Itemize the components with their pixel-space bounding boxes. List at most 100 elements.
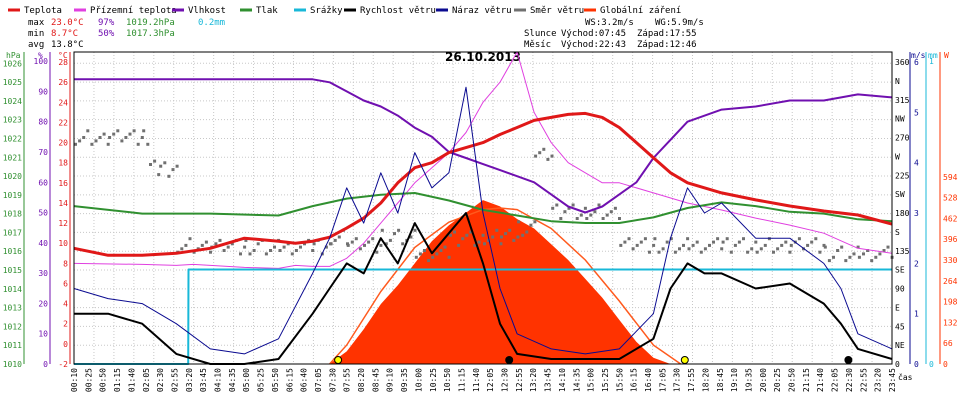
info-sun-rise: Východ:07:45 (561, 29, 626, 39)
wind-direction-point (483, 242, 486, 246)
rain-tick-label: 0 (929, 360, 934, 369)
wind-direction-point (153, 159, 157, 163)
pressure-tick-label: 1011 (3, 341, 22, 350)
wind-direction-point (367, 240, 371, 244)
wind-direction-point (269, 249, 272, 252)
wind-direction-point (290, 252, 294, 256)
wind-direction-point (648, 250, 651, 254)
sun-moon-marker (680, 356, 689, 364)
wind-direction-point (312, 242, 316, 246)
direction-tick-label: 315 (895, 96, 910, 105)
wind-direction-point (363, 243, 366, 247)
wind-direction-point (175, 164, 179, 168)
info-moon-rise: Východ:22:43 (561, 40, 626, 50)
radiation-area (329, 200, 671, 364)
stats-avg-temp: 13.8°C (51, 40, 84, 50)
wind-direction-point (204, 240, 208, 244)
x-tick-label: 23:20 (874, 368, 883, 392)
x-tick-label: 13:45 (544, 368, 553, 392)
wind-direction-point (188, 237, 192, 241)
wind-direction-point (754, 240, 758, 244)
wind-direction-point (74, 142, 77, 146)
rain-tick-label: 1 (929, 57, 934, 66)
plot-frame (73, 51, 893, 365)
humidity-tick-label: 80 (38, 118, 48, 127)
wind-direction-point (729, 250, 733, 254)
wind-direction-point (350, 240, 354, 244)
radiation-tick-label: 594 (943, 173, 958, 182)
wind-direction-point (691, 243, 695, 247)
pressure-line (73, 192, 893, 224)
temperature-line (73, 111, 893, 257)
wind-direction-point (822, 243, 826, 247)
wind-direction-point (98, 136, 102, 139)
wind-direction-point (639, 240, 643, 244)
wind-direction-point (218, 238, 222, 242)
wind-direction-point (427, 259, 431, 263)
x-tick-label: 17:05 (658, 368, 667, 392)
pressure-axis-unit: hPa (6, 51, 21, 60)
humidity-tick-label: 0 (43, 360, 48, 369)
x-tick-label: 10:00 (414, 368, 423, 392)
wind-direction-point (401, 242, 405, 246)
wind-direction-point (384, 242, 388, 246)
direction-tick-label: E (895, 303, 900, 312)
wind-direction-point (627, 237, 631, 241)
wind-direction-point (559, 217, 563, 220)
wind-direction-point (814, 237, 818, 241)
temperature-tick-label: 12 (58, 219, 68, 228)
wind-direction-point (579, 213, 583, 217)
wind-direction-point (593, 210, 597, 214)
pressure-tick-label: 1020 (3, 172, 22, 181)
x-tick-label: 22:55 (859, 368, 868, 392)
x-ticks: 00:10 00:25 00:50 01:15 01:40 02:05 02:30 02:55… (70, 368, 897, 392)
wind-direction-point (192, 250, 196, 254)
wind-direction-point (789, 243, 793, 247)
wind-direction-point (461, 237, 465, 241)
pressure-tick-label: 1016 (3, 247, 22, 256)
wind-direction-point (409, 235, 413, 239)
humidity-line (74, 78, 893, 214)
wind-direction-point (163, 161, 167, 165)
direction-tick-label: W (895, 152, 900, 161)
x-tick-label: 14:35 (572, 368, 581, 392)
temperature-axis-unit: °C (58, 51, 68, 60)
wind-direction-point (759, 247, 763, 251)
x-tick-label: 01:15 (113, 368, 122, 392)
temperature-tick-label: 22 (58, 118, 68, 127)
wind-direction-point (120, 139, 124, 143)
wind-direction-point (886, 245, 890, 249)
wind-direction-point (601, 217, 605, 220)
temperature-tick-label: 10 (58, 239, 68, 248)
wind-direction-point (226, 245, 230, 249)
wind-direction-point (146, 142, 150, 146)
x-tick-label: 21:15 (802, 368, 811, 392)
wind-direction-point (106, 142, 110, 146)
radiation-tick-label: 462 (943, 214, 958, 223)
x-tick-label: 00:10 (70, 368, 79, 392)
x-tick-label: 14:10 (558, 368, 567, 392)
pressure-tick-label: 1014 (3, 285, 22, 294)
wind-direction-point (457, 243, 461, 247)
temperature-tick-label: 14 (58, 199, 68, 208)
wind-direction-point (167, 174, 171, 178)
wind-direction-point (90, 142, 94, 146)
wind-direction-point (874, 255, 878, 259)
humidity-tick-label: 40 (38, 239, 48, 248)
wind-direction-point (453, 230, 456, 234)
wind-direction-point (567, 206, 571, 210)
pressure-tick-label: 1019 (3, 191, 22, 200)
wind-direction-point (469, 230, 473, 234)
wind-direction-point (848, 255, 852, 259)
x-tick-label: 05:00 (242, 368, 251, 392)
temperature-tick-label: 2 (63, 320, 68, 329)
direction-tick-label: N (895, 77, 900, 86)
x-tick-label: 02:30 (156, 368, 165, 392)
x-tick-label: 13:20 (529, 368, 538, 392)
info-block: WS:3.2m/s WG:5.9m/s Slunce Východ:07:45 … (524, 18, 704, 50)
x-tick-label: 00:50 (99, 368, 108, 392)
wind-direction-point (623, 240, 627, 244)
temperature-tick-label: 26 (58, 78, 68, 87)
x-tick-label: 21:40 (816, 368, 825, 392)
radiation-tick-label: 132 (943, 318, 958, 327)
